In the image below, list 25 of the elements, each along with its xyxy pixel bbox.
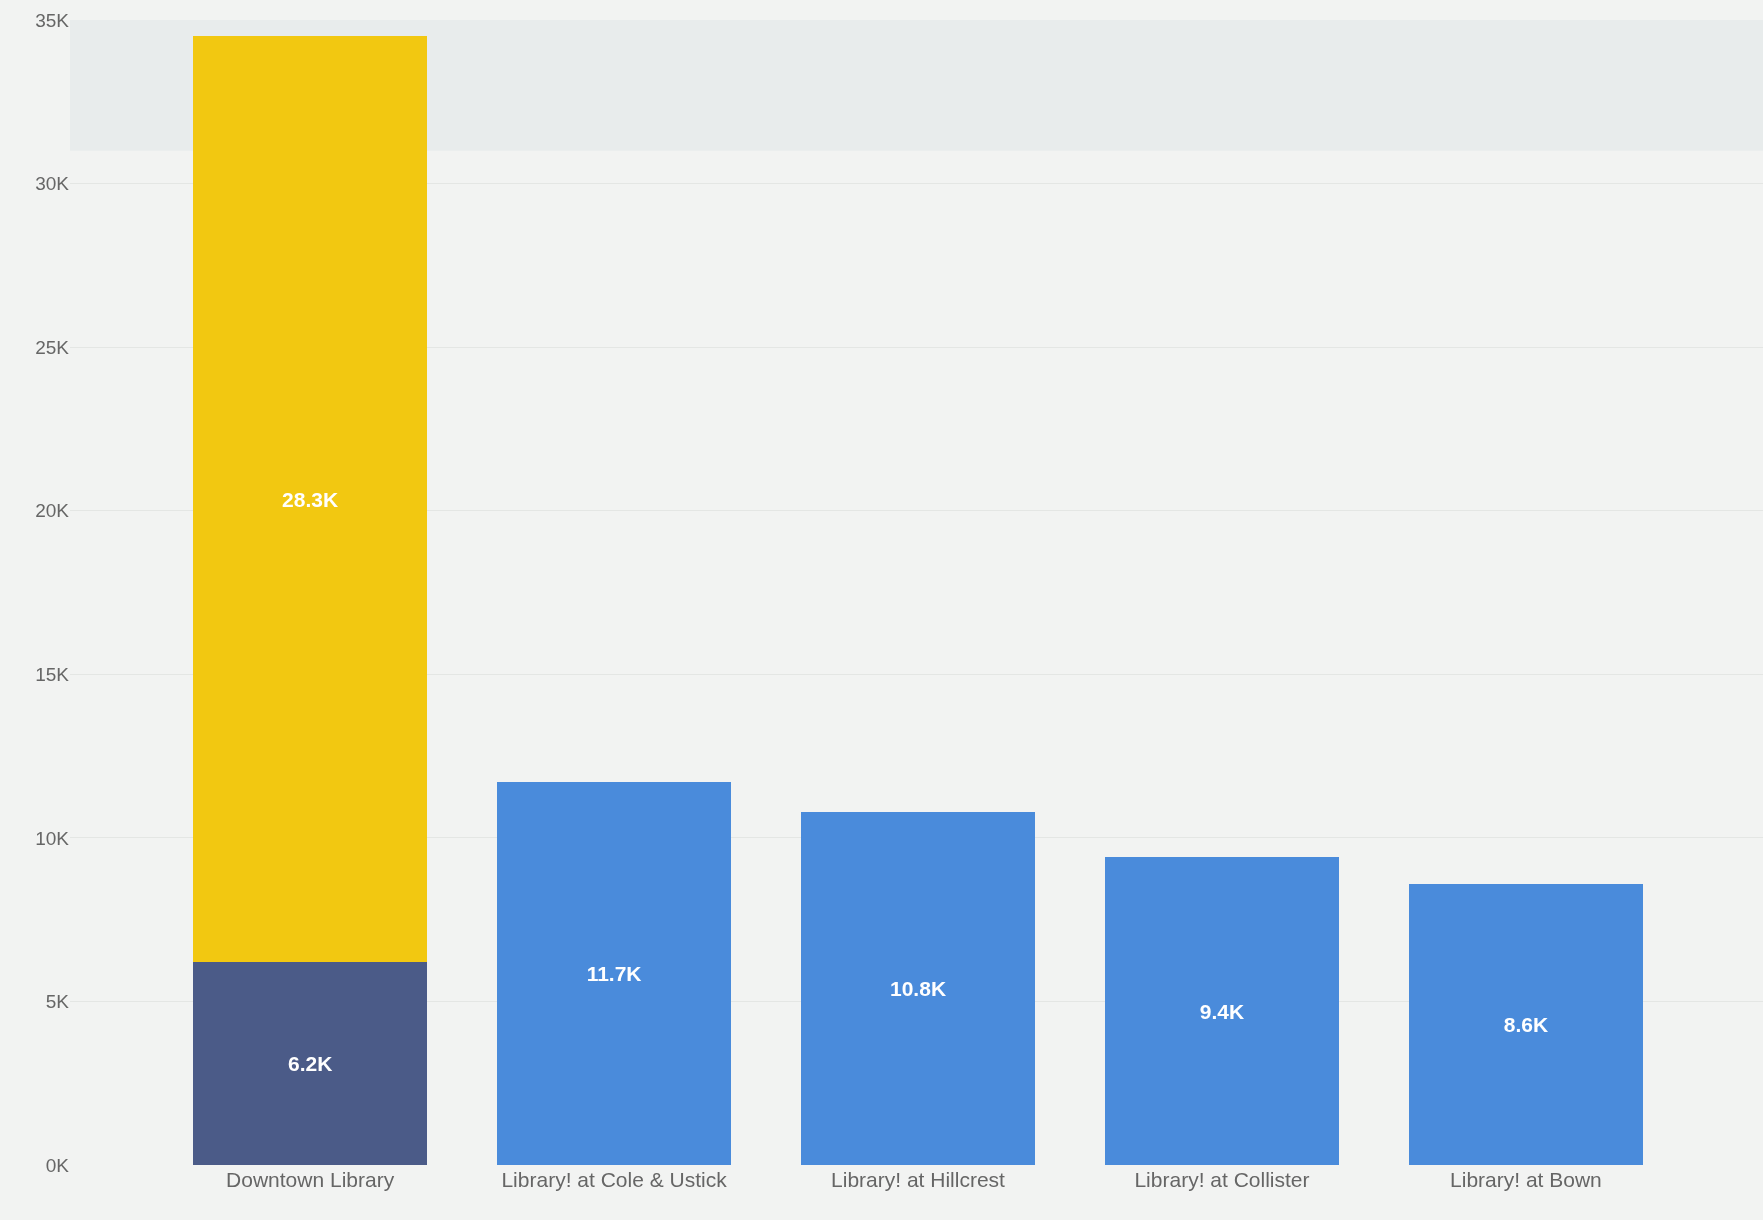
x-tick-label: Library! at Cole & Ustick	[501, 1168, 728, 1191]
y-tick-label: 25K	[35, 336, 70, 358]
x-tick-label: Library! at Collister	[1134, 1168, 1310, 1191]
data-label: 8.6K	[1503, 1012, 1549, 1036]
bar	[497, 782, 732, 1165]
y-tick-label: 35K	[35, 9, 70, 31]
y-tick-label: 30K	[35, 173, 70, 195]
bar	[1408, 883, 1643, 1165]
bar	[193, 36, 428, 963]
y-tick-label: 20K	[35, 500, 70, 522]
bar	[801, 811, 1036, 1165]
data-label: 11.7K	[586, 962, 642, 986]
y-tick-label: 10K	[35, 827, 70, 849]
x-tick-label: Library! at Bown	[1450, 1168, 1602, 1191]
y-tick-label: 15K	[35, 663, 70, 685]
data-label: 28.3K	[282, 487, 339, 511]
data-label: 6.2K	[287, 1052, 333, 1076]
x-tick-label: Library! at Hillcrest	[831, 1168, 1006, 1191]
data-label: 10.8K	[890, 976, 947, 1000]
bar	[1104, 857, 1339, 1165]
x-tick-label: Downtown Library	[226, 1168, 395, 1191]
y-tick-label: 0K	[45, 1154, 70, 1176]
y-tick-label: 5K	[45, 991, 70, 1013]
data-label: 9.4K	[1199, 999, 1245, 1023]
bar	[193, 962, 428, 1165]
